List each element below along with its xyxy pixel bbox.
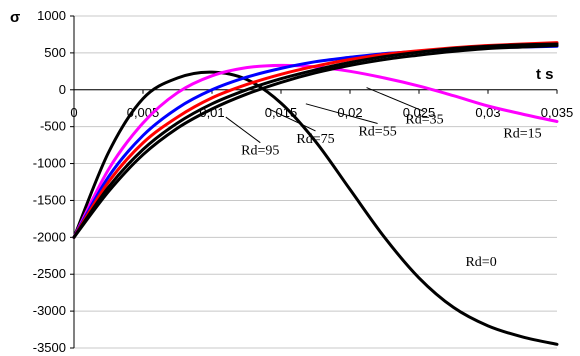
y-tick-label: -2500 bbox=[33, 266, 66, 281]
x-tick-label: 0,025 bbox=[403, 105, 436, 120]
y-tick-label: -500 bbox=[40, 119, 66, 134]
x-tick-label: 0,02 bbox=[337, 105, 362, 120]
series-line-rd-0 bbox=[72, 70, 559, 346]
x-tick-label: 0,015 bbox=[265, 105, 298, 120]
y-tick-label: -1500 bbox=[33, 192, 66, 207]
leader-line-rd-55 bbox=[305, 103, 378, 125]
series-line-rd-75 bbox=[72, 42, 559, 239]
y-tick-label: -3000 bbox=[33, 303, 66, 318]
leader-line-rd-75 bbox=[266, 107, 316, 132]
axes: 1000 500 0 -500 -1000 -1500 -2000 -2500 -3000 -35… bbox=[33, 8, 574, 355]
y-tick-label: -2000 bbox=[33, 229, 66, 244]
x-tick-label: 0,035 bbox=[541, 105, 574, 120]
series-lines bbox=[72, 41, 559, 346]
x-axis-title: t s bbox=[536, 66, 554, 83]
annotation-rd-0: Rd=0 bbox=[465, 255, 496, 270]
annotation-rd-75: Rd=75 bbox=[296, 132, 334, 147]
annotation-rd-55: Rd=55 bbox=[358, 125, 396, 140]
y-tick-label: -3500 bbox=[33, 340, 66, 355]
y-tick-label: 0 bbox=[59, 82, 66, 97]
annotation-rd-15: Rd=15 bbox=[503, 127, 541, 142]
y-tick-label: 1000 bbox=[37, 8, 66, 23]
y-axis-title: σ bbox=[10, 9, 20, 26]
annotation-rd-35: Rd=35 bbox=[405, 113, 443, 128]
leader-line-rd-35 bbox=[366, 87, 425, 113]
annotations: Rd=35 Rd=55 Rd=75 Rd=95 Rd=15 Rd=0 bbox=[225, 87, 542, 270]
y-tick-label: 500 bbox=[44, 45, 66, 60]
annotation-rd-95: Rd=95 bbox=[241, 144, 279, 159]
series-line-rd-95 bbox=[72, 44, 559, 239]
y-tick-label: -1000 bbox=[33, 156, 66, 171]
x-tick-label: 0 bbox=[70, 105, 77, 120]
leader-line-rd-95 bbox=[225, 116, 261, 144]
